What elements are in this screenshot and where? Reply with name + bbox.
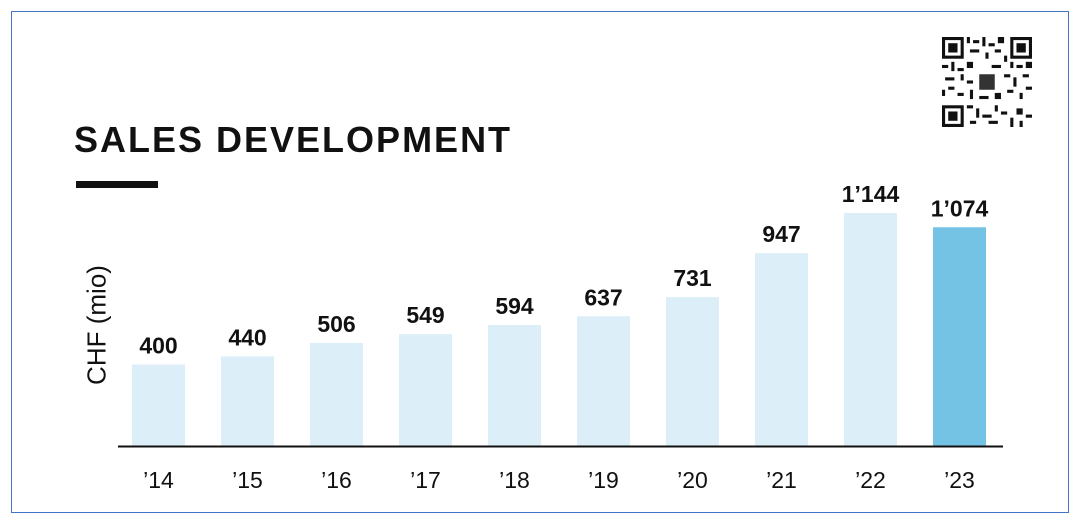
bar-4 bbox=[488, 325, 541, 446]
data-label-1: 440 bbox=[228, 324, 266, 350]
page-title: SALES DEVELOPMENT bbox=[74, 119, 513, 160]
data-label-3: 549 bbox=[406, 302, 444, 328]
bar-2 bbox=[310, 342, 363, 446]
bar-1 bbox=[221, 356, 274, 446]
bar-8 bbox=[844, 213, 897, 446]
data-label-4: 594 bbox=[495, 293, 534, 319]
x-tick-label-9: ’23 bbox=[944, 467, 975, 493]
title-underline bbox=[76, 181, 158, 188]
data-label-5: 637 bbox=[584, 284, 622, 310]
x-tick-label-0: ’14 bbox=[143, 467, 174, 493]
data-label-2: 506 bbox=[317, 311, 355, 337]
x-tick-label-4: ’18 bbox=[499, 467, 530, 493]
bar-3 bbox=[399, 334, 452, 446]
bar-6 bbox=[666, 297, 719, 446]
data-label-8: 1’144 bbox=[842, 181, 900, 207]
x-tick-label-5: ’19 bbox=[588, 467, 619, 493]
qr-code-icon bbox=[942, 37, 1032, 127]
data-label-9: 1’074 bbox=[931, 195, 989, 221]
bar-7 bbox=[755, 253, 808, 446]
data-label-6: 731 bbox=[673, 265, 712, 291]
data-label-7: 947 bbox=[762, 221, 800, 247]
x-tick-label-2: ’16 bbox=[321, 467, 352, 493]
x-tick-label-8: ’22 bbox=[855, 467, 886, 493]
x-tick-label-1: ’15 bbox=[232, 467, 263, 493]
x-tick-label-7: ’21 bbox=[766, 467, 797, 493]
x-tick-label-3: ’17 bbox=[410, 467, 441, 493]
bar-0 bbox=[132, 364, 185, 446]
bar-5 bbox=[577, 316, 630, 446]
x-tick-label-6: ’20 bbox=[677, 467, 708, 493]
bar-9 bbox=[933, 227, 986, 446]
data-label-0: 400 bbox=[139, 333, 177, 359]
